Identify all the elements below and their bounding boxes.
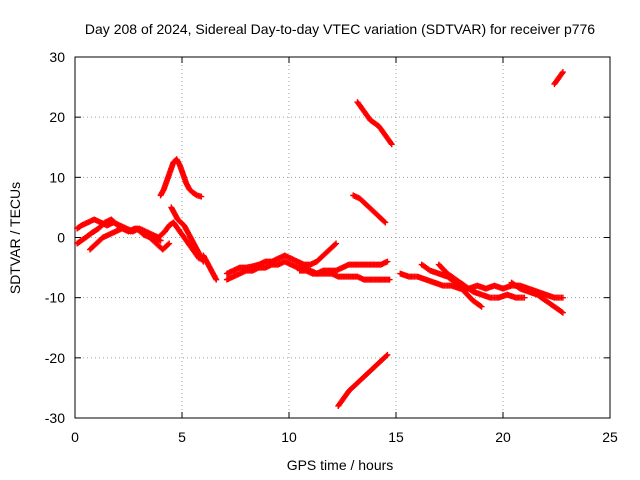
series-track-3 [86,225,164,253]
data-point-marker [213,276,220,283]
data-point-marker [559,309,566,316]
series-track-12 [350,192,389,226]
y-tick-label: 10 [49,169,65,185]
data-point-marker [478,303,485,310]
data-point-marker [386,276,393,283]
data-point-marker [559,70,566,77]
data-point-marker [195,254,202,261]
x-tick-label: 10 [281,429,297,445]
series-track-16 [435,261,528,301]
x-tick-label: 15 [388,429,404,445]
series-track-18 [551,69,566,88]
data-point-marker [157,237,164,244]
series-track-17 [508,279,566,316]
series-track-13 [354,99,395,148]
y-tick-label: -10 [45,290,65,306]
data-point-marker [333,240,340,247]
y-tick-label: -20 [45,350,65,366]
data-point-marker [384,258,391,265]
series-track-11 [335,351,391,409]
data-point-marker [558,308,565,315]
y-tick-label: 30 [49,49,65,65]
data-point-marker [384,351,391,358]
data-points [74,69,566,409]
data-point-marker [332,241,339,248]
series-track-7 [200,252,220,283]
data-point-marker [165,241,172,248]
axis-ticks: 0 5 10 15 20 25 -30 -20 -10 0 10 20 30 [45,49,618,445]
series-track-4 [157,156,205,200]
data-point-marker [382,219,389,226]
series-track-6 [161,219,203,262]
y-tick-label: 20 [49,109,65,125]
y-tick-label: 0 [57,230,65,246]
x-tick-label: 5 [178,429,186,445]
data-point-marker [383,352,390,359]
y-tick-label: -30 [45,410,65,426]
x-axis-label: GPS time / hours [287,457,394,473]
data-point-marker [387,140,394,147]
data-point-marker [559,69,566,76]
data-point-marker [559,294,566,301]
data-point-marker [166,240,173,247]
data-point-marker [477,302,484,309]
data-point-marker [196,255,203,262]
x-tick-label: 25 [602,429,618,445]
data-point-marker [381,218,388,225]
data-point-marker [388,141,395,148]
chart-title: Day 208 of 2024, Sidereal Day-to-day VTE… [85,21,595,37]
x-tick-label: 20 [495,429,511,445]
series-track-10 [296,267,393,283]
x-tick-label: 0 [71,429,79,445]
data-point-marker [521,294,528,301]
y-axis-label: SDTVAR / TECUs [7,182,23,294]
data-point-marker [198,193,205,200]
